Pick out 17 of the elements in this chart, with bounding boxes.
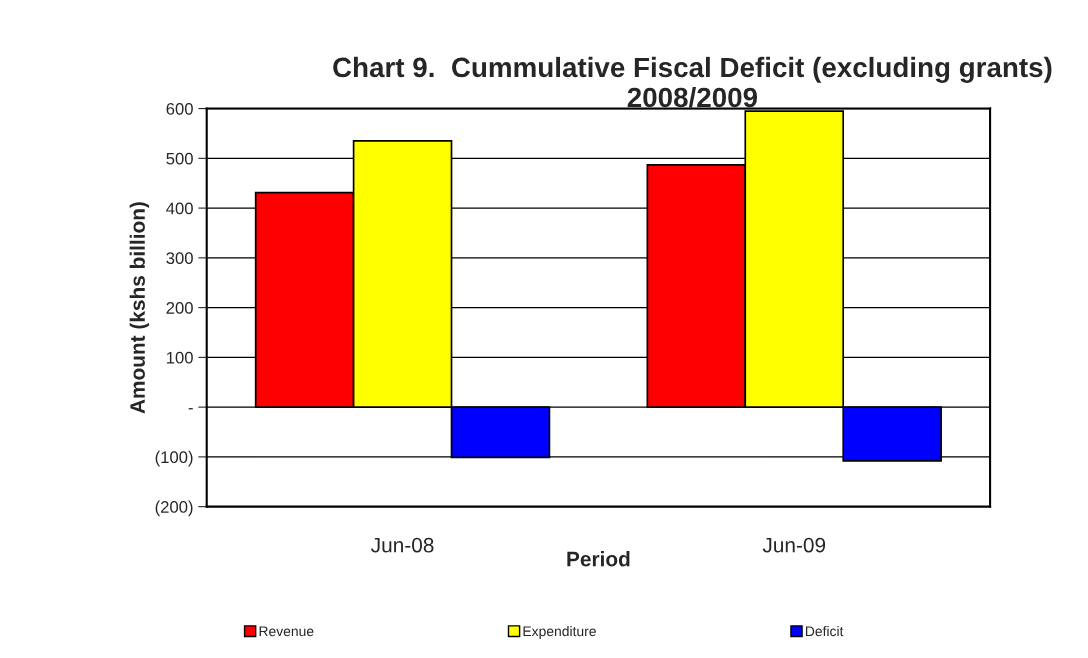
y-tick-label: 100 bbox=[166, 351, 193, 364]
legend-label: Deficit bbox=[805, 625, 844, 637]
y-tick-label: (200) bbox=[155, 500, 193, 517]
legend-label: Expenditure bbox=[523, 625, 596, 639]
x-axis-title: Period bbox=[567, 551, 630, 567]
y-axis-title: Amount (kshs billion) bbox=[129, 202, 150, 414]
x-tick-label: Jun-08 bbox=[371, 537, 434, 553]
y-tick-label: - bbox=[188, 408, 193, 410]
y-tick-label: (100) bbox=[155, 450, 193, 467]
y-tick-label: 500 bbox=[166, 152, 193, 165]
y-tick-label: 400 bbox=[166, 202, 193, 215]
chart-title: Chart 9. Cummulative Fiscal Deficit (excluding grants) 2008/2009 bbox=[333, 56, 1052, 108]
y-tick-label: 200 bbox=[166, 302, 193, 314]
y-tick-label: 300 bbox=[166, 252, 193, 265]
x-tick-label: Jun-09 bbox=[762, 537, 826, 553]
legend-label: Revenue bbox=[259, 626, 314, 637]
y-tick-label: 600 bbox=[166, 102, 193, 115]
